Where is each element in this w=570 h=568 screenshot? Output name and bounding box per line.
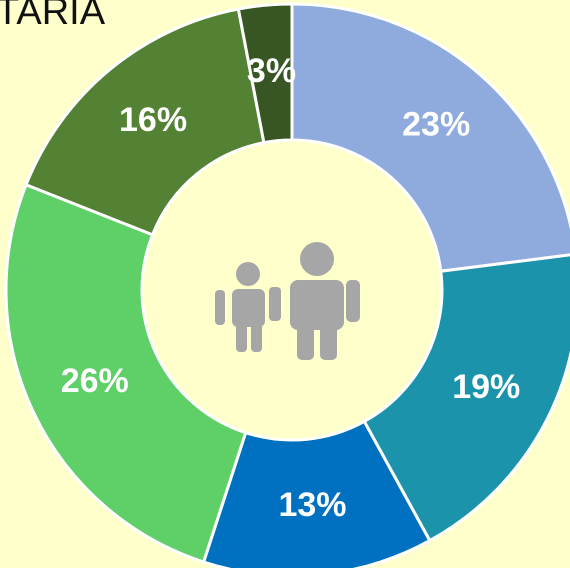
- donut: 23% 19% 13% 26% 16% 3%: [4, 2, 570, 568]
- data-label: 16%: [119, 101, 187, 139]
- data-label: 23%: [402, 105, 470, 143]
- data-label: 19%: [452, 368, 520, 406]
- slice: [290, 2, 570, 273]
- data-label: 3%: [247, 52, 296, 90]
- data-label: 26%: [61, 362, 129, 400]
- chart-title: TARIA: [0, 0, 106, 33]
- people-icon: [215, 242, 360, 360]
- slice: [236, 2, 294, 145]
- slice: [362, 253, 570, 543]
- slice: [4, 182, 248, 564]
- data-label: 13%: [278, 486, 346, 524]
- slice: [24, 7, 266, 237]
